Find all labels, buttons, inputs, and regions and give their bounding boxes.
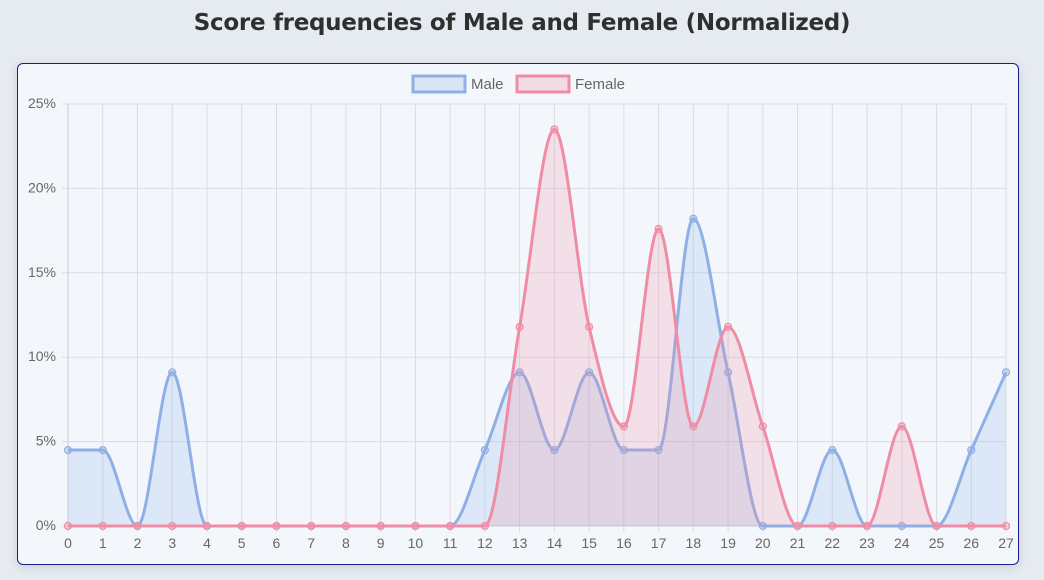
x-tick-label: 15	[581, 535, 597, 551]
male-data-point[interactable]	[828, 445, 837, 455]
chart-series	[63, 125, 1011, 531]
x-tick-label: 11	[443, 535, 458, 551]
female-data-point[interactable]	[1001, 521, 1011, 531]
chart-ticks: 0%5%10%15%20%25%0 1 2 3 4 5 6 7 8 9 10 11 12 13 14 15 16…	[28, 95, 1014, 551]
female-data-point[interactable]	[723, 322, 733, 331]
y-tick-label: 20%	[28, 179, 56, 195]
y-tick-label: 0%	[36, 517, 56, 533]
y-tick-label: 15%	[28, 264, 56, 280]
x-tick-label: 1	[99, 535, 107, 551]
x-tick-label: 22	[825, 535, 841, 551]
male-data-point[interactable]	[585, 368, 594, 377]
female-data-point[interactable]	[967, 521, 976, 531]
x-tick-label: 20	[755, 535, 771, 551]
chart-legend: Male Female	[411, 74, 625, 94]
female-series-area	[68, 129, 1006, 526]
legend-item-male[interactable]: Male	[411, 74, 504, 94]
male-data-point[interactable]	[758, 521, 767, 531]
x-tick-label: 24	[894, 535, 910, 551]
female-data-point[interactable]	[515, 322, 524, 331]
x-tick-label: 17	[651, 535, 667, 551]
female-data-point[interactable]	[480, 521, 489, 531]
female-data-point[interactable]	[133, 521, 142, 531]
x-tick-label: 25	[929, 535, 945, 551]
male-data-point[interactable]	[689, 214, 698, 223]
female-data-point[interactable]	[654, 224, 663, 234]
x-tick-label: 14	[547, 535, 563, 551]
x-tick-label: 8	[342, 535, 350, 551]
legend-label-female: Female	[575, 76, 625, 93]
male-data-point[interactable]	[480, 445, 489, 455]
x-tick-label: 23	[859, 535, 875, 551]
female-series-line	[68, 127, 1006, 528]
x-tick-label: 13	[512, 535, 528, 551]
male-series-area	[68, 218, 1006, 526]
female-data-point[interactable]	[168, 521, 177, 531]
male-data-point[interactable]	[168, 368, 177, 377]
female-data-point[interactable]	[862, 521, 872, 531]
female-data-point[interactable]	[828, 521, 837, 531]
male-data-point[interactable]	[897, 521, 906, 531]
x-tick-label: 27	[998, 535, 1014, 551]
male-data-point[interactable]	[98, 445, 107, 455]
male-data-point[interactable]	[619, 445, 628, 455]
male-data-point[interactable]	[515, 368, 524, 377]
female-data-point[interactable]	[307, 521, 316, 531]
female-data-point[interactable]	[585, 322, 594, 331]
female-data-point[interactable]	[272, 521, 281, 531]
x-tick-label: 18	[686, 535, 702, 551]
male-data-point[interactable]	[1001, 368, 1011, 377]
x-tick-label: 21	[790, 535, 806, 551]
page-title: Score frequencies of Male and Female (No…	[193, 10, 851, 36]
female-data-point[interactable]	[63, 521, 73, 531]
x-tick-label: 3	[168, 535, 176, 551]
female-data-point[interactable]	[376, 521, 385, 531]
y-tick-label: 5%	[36, 433, 56, 449]
female-data-point[interactable]	[98, 521, 107, 531]
legend-item-female[interactable]: Female	[515, 74, 625, 94]
legend-swatch-female	[515, 74, 571, 94]
male-data-point[interactable]	[654, 445, 663, 455]
x-tick-label: 9	[377, 535, 385, 551]
x-tick-label: 26	[963, 535, 979, 551]
female-data-point[interactable]	[619, 422, 628, 431]
legend-swatch-male	[411, 74, 467, 94]
female-data-point[interactable]	[689, 422, 698, 431]
male-data-point[interactable]	[967, 445, 976, 455]
legend-label-male: Male	[471, 76, 504, 93]
female-data-point[interactable]	[411, 521, 420, 531]
female-data-point[interactable]	[793, 521, 802, 531]
female-data-point[interactable]	[446, 521, 455, 531]
male-data-point[interactable]	[550, 445, 559, 455]
x-tick-label: 2	[134, 535, 142, 551]
x-tick-label: 12	[477, 535, 493, 551]
x-tick-label: 6	[273, 535, 281, 551]
female-data-point[interactable]	[897, 422, 906, 431]
x-tick-label: 10	[408, 535, 424, 551]
x-tick-label: 4	[203, 535, 211, 551]
female-data-point[interactable]	[932, 521, 941, 531]
male-data-point[interactable]	[723, 368, 733, 377]
x-tick-label: 7	[307, 535, 315, 551]
y-tick-label: 25%	[28, 95, 56, 111]
male-data-point[interactable]	[63, 445, 73, 455]
chart-card: Male Female 0% 5% 10% 15% 20% 25% 0 1 2 3 4 5 6 7 8 9 10 1…	[17, 63, 1019, 565]
y-tick-label: 10%	[28, 348, 56, 364]
x-tick-label: 16	[616, 535, 632, 551]
female-data-point[interactable]	[758, 422, 767, 431]
female-data-point[interactable]	[341, 521, 351, 531]
female-data-point[interactable]	[237, 521, 246, 531]
score-frequency-chart: Male Female 0%5%10%15%20%25%0 1 2 3 4 5 6 7 8 9 10 1…	[28, 74, 1014, 551]
x-tick-label: 19	[720, 535, 736, 551]
x-tick-label: 5	[238, 535, 246, 551]
female-data-point[interactable]	[550, 125, 559, 134]
female-data-point[interactable]	[202, 521, 212, 531]
x-tick-label: 0	[64, 535, 72, 551]
